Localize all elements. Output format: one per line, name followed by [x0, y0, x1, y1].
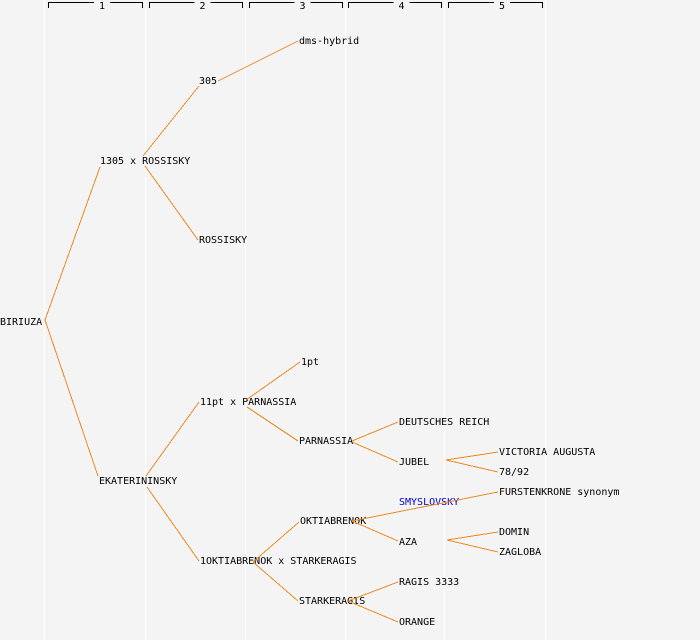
node-label-jubel[interactable]: JUBEL — [399, 457, 430, 468]
node-label-oktiabrenok[interactable]: OKTIABRENOK — [300, 516, 367, 527]
node-label-orange[interactable]: ORANGE — [399, 617, 436, 628]
node-label-78-92[interactable]: 78/92 — [499, 467, 530, 478]
ruler-generation-label-5: 5 — [495, 2, 510, 12]
node-label-parnassia[interactable]: PARNASSIA — [299, 436, 354, 447]
node-label-smyslovsky[interactable]: SMYSLOVSKY — [399, 497, 460, 508]
node-label-domin[interactable]: DOMIN — [499, 527, 530, 538]
node-label-starkeragis[interactable]: STARKERAGIS — [299, 596, 366, 607]
node-label-zagloba[interactable]: ZAGLOBA — [499, 547, 542, 558]
node-label-rossisky[interactable]: ROSSISKY — [199, 235, 248, 246]
node-label-ragis-3333[interactable]: RAGIS 3333 — [399, 577, 460, 588]
node-label-aza[interactable]: AZA — [399, 537, 418, 548]
node-label-1oktiabrenok-x-starkeragis[interactable]: 1OKTIABRENOK x STARKERAGIS — [200, 556, 357, 567]
node-label-1305-x-rossisky[interactable]: 1305 x ROSSISKY — [100, 156, 191, 167]
node-label-dms-hybrid[interactable]: dms-hybrid — [299, 36, 360, 47]
ruler-generation-label-1: 1 — [95, 2, 110, 12]
node-label-11pt-x-parnassia[interactable]: 11pt x PARNASSIA — [200, 397, 297, 408]
node-label-biriuza[interactable]: BIRIUZA — [0, 317, 43, 328]
node-label-furstenkrone-synonym[interactable]: FURSTENKRONE synonym — [499, 487, 620, 498]
node-label-ekaterininsky[interactable]: EKATERININSKY — [99, 476, 178, 487]
node-label-305[interactable]: 305 — [199, 76, 218, 87]
node-label-deutsches-reich[interactable]: DEUTSCHES REICH — [399, 417, 490, 428]
node-label-1pt[interactable]: 1pt — [301, 357, 320, 368]
node-label-victoria-augusta[interactable]: VICTORIA AUGUSTA — [499, 447, 596, 458]
ruler-generation-label-3: 3 — [295, 2, 310, 12]
ruler-generation-label-4: 4 — [394, 2, 409, 12]
ruler-generation-label-2: 2 — [195, 2, 210, 12]
